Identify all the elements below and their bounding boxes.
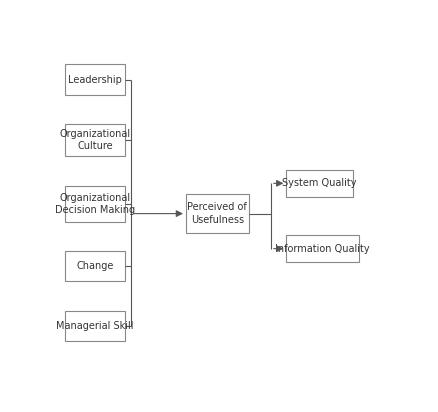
Bar [65, 186, 124, 222]
Text: Change: Change [76, 261, 113, 271]
Bar [286, 235, 359, 262]
Text: Managerial Skill: Managerial Skill [56, 321, 133, 331]
Text: Information Quality: Information Quality [275, 243, 369, 253]
Bar [65, 64, 124, 96]
Text: Perceived of
Usefulness: Perceived of Usefulness [187, 202, 247, 225]
Text: Organizational
Culture: Organizational Culture [59, 129, 130, 151]
Text: Leadership: Leadership [68, 75, 121, 84]
Bar [286, 170, 352, 197]
Bar [185, 194, 248, 234]
Bar [65, 311, 124, 341]
Text: System Quality: System Quality [282, 178, 356, 188]
Text: Organizational
Decision Making: Organizational Decision Making [55, 193, 134, 215]
Bar [65, 124, 124, 156]
Bar [65, 251, 124, 281]
